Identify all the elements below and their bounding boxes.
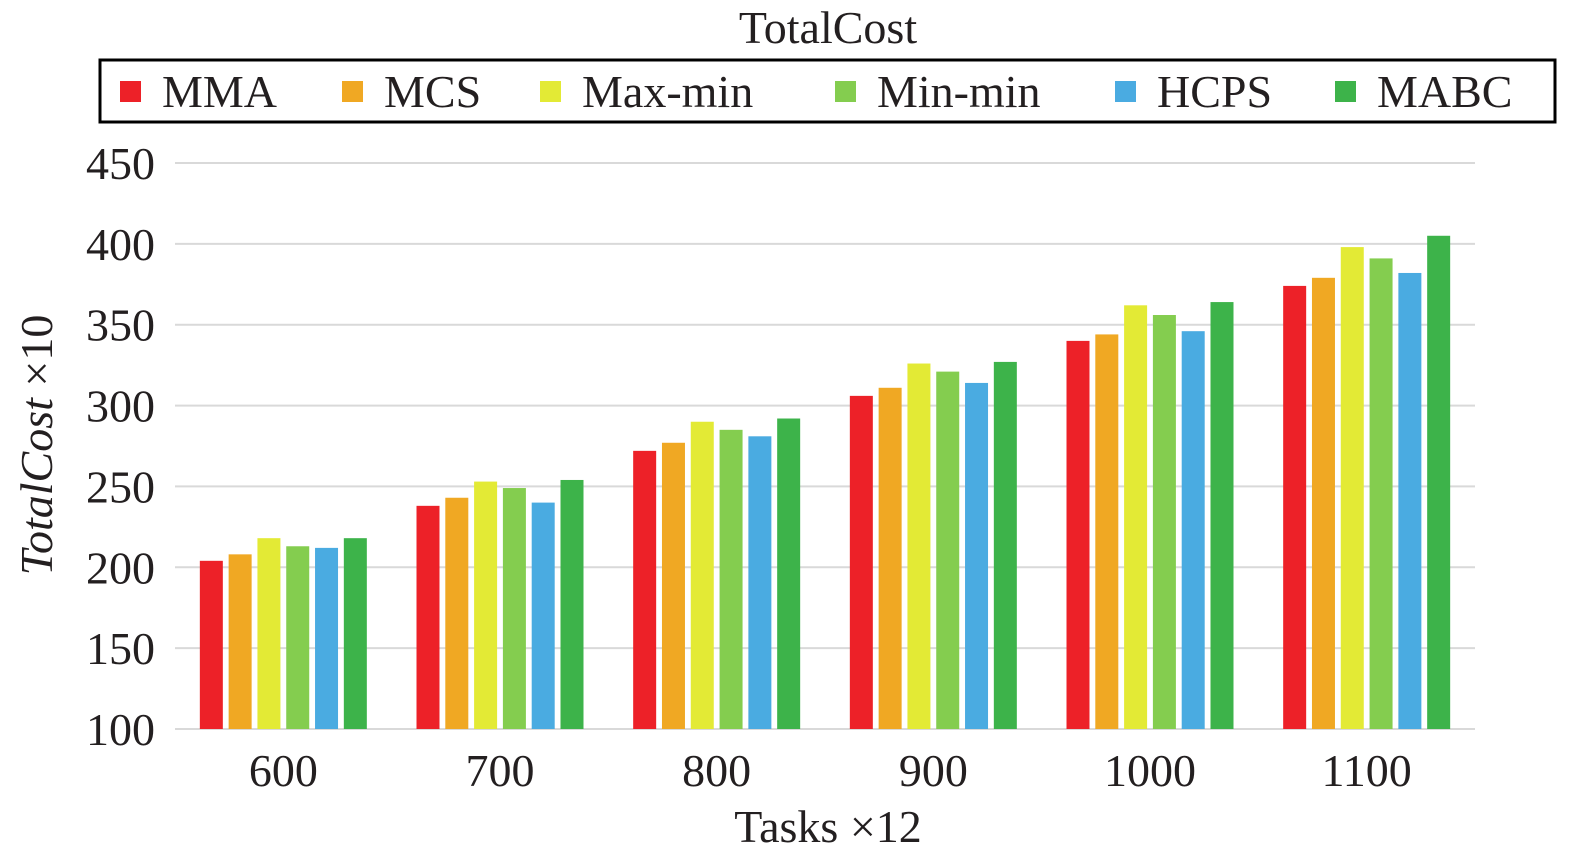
- legend-label-hcps: HCPS: [1157, 66, 1272, 117]
- x-tick-label: 1100: [1322, 745, 1412, 796]
- bar-min-min-700: [502, 488, 526, 729]
- x-tick-label: 600: [249, 745, 318, 796]
- y-axis-ticks: 100 150 200 250 300 350 400 450: [86, 138, 155, 755]
- bars: [199, 235, 1451, 729]
- bar-mcs-1000: [1095, 334, 1119, 729]
- bar-min-min-900: [936, 371, 960, 729]
- bar-mabc-700: [560, 479, 584, 729]
- y-tick-label: 100: [86, 704, 155, 755]
- bar-mcs-600: [228, 554, 252, 729]
- bar-hcps-1000: [1181, 331, 1205, 729]
- bar-mma-900: [849, 395, 873, 729]
- bar-min-min-1100: [1369, 258, 1393, 729]
- bar-max-min-900: [907, 363, 931, 729]
- bar-hcps-600: [315, 547, 339, 729]
- chart-title: TotalCost: [739, 2, 917, 53]
- bar-hcps-700: [531, 502, 555, 729]
- legend-label-mabc: MABC: [1377, 66, 1512, 117]
- bar-min-min-1000: [1152, 315, 1176, 729]
- legend-swatch-mabc: [1335, 81, 1356, 102]
- y-tick-label: 250: [86, 461, 155, 512]
- bar-mma-800: [633, 450, 657, 729]
- x-axis-label: Tasks ×12: [734, 801, 922, 852]
- legend-label-mcs: MCS: [384, 66, 481, 117]
- y-tick-label: 350: [86, 300, 155, 351]
- legend: MMA MCS Max-min Min-min HCPS MABC: [98, 58, 1557, 124]
- legend-swatch-min-min: [835, 81, 856, 102]
- x-tick-label: 1000: [1104, 745, 1196, 796]
- bar-mabc-1000: [1210, 302, 1234, 729]
- bar-min-min-800: [719, 429, 743, 729]
- bar-max-min-800: [690, 421, 714, 729]
- bar-mma-1000: [1066, 340, 1090, 729]
- legend-label-min-min: Min-min: [877, 66, 1041, 117]
- bar-mcs-1100: [1311, 277, 1335, 729]
- bar-mma-600: [199, 560, 223, 729]
- legend-swatch-mma: [120, 81, 141, 102]
- x-axis-ticks: 600 700 800 900 1000 1100: [249, 745, 1412, 796]
- bar-mcs-900: [878, 387, 902, 729]
- legend-label-mma: MMA: [162, 66, 277, 117]
- x-tick-label: 800: [682, 745, 751, 796]
- bar-hcps-1100: [1398, 272, 1422, 729]
- bar-max-min-1000: [1124, 305, 1148, 729]
- bar-mma-700: [416, 505, 440, 729]
- legend-swatch-hcps: [1115, 81, 1136, 102]
- bar-mabc-1100: [1427, 235, 1451, 729]
- bar-max-min-600: [257, 538, 281, 729]
- y-tick-label: 400: [86, 219, 155, 270]
- bar-max-min-1100: [1340, 247, 1364, 729]
- legend-swatch-max-min: [540, 81, 561, 102]
- bar-hcps-800: [748, 436, 772, 729]
- bar-mma-1100: [1283, 285, 1307, 729]
- gridlines: [175, 162, 1475, 730]
- bar-mcs-700: [445, 497, 469, 729]
- bar-hcps-900: [965, 382, 989, 729]
- legend-swatch-mcs: [342, 81, 363, 102]
- bar-min-min-600: [286, 546, 310, 729]
- bar-mabc-900: [993, 361, 1017, 729]
- bar-mcs-800: [661, 442, 685, 729]
- y-axis-label-suffix: ×10: [11, 315, 62, 398]
- y-tick-label: 300: [86, 381, 155, 432]
- bar-mabc-600: [343, 538, 367, 729]
- y-axis-label: TotalCost ×10: [11, 315, 62, 576]
- bar-mabc-800: [777, 418, 801, 729]
- y-tick-label: 450: [86, 138, 155, 189]
- bar-max-min-700: [474, 481, 498, 729]
- x-tick-label: 900: [899, 745, 968, 796]
- y-tick-label: 200: [86, 542, 155, 593]
- legend-label-max-min: Max-min: [582, 66, 753, 117]
- y-axis-label-italic: TotalCost: [11, 397, 62, 576]
- x-tick-label: 700: [466, 745, 535, 796]
- y-tick-label: 150: [86, 623, 155, 674]
